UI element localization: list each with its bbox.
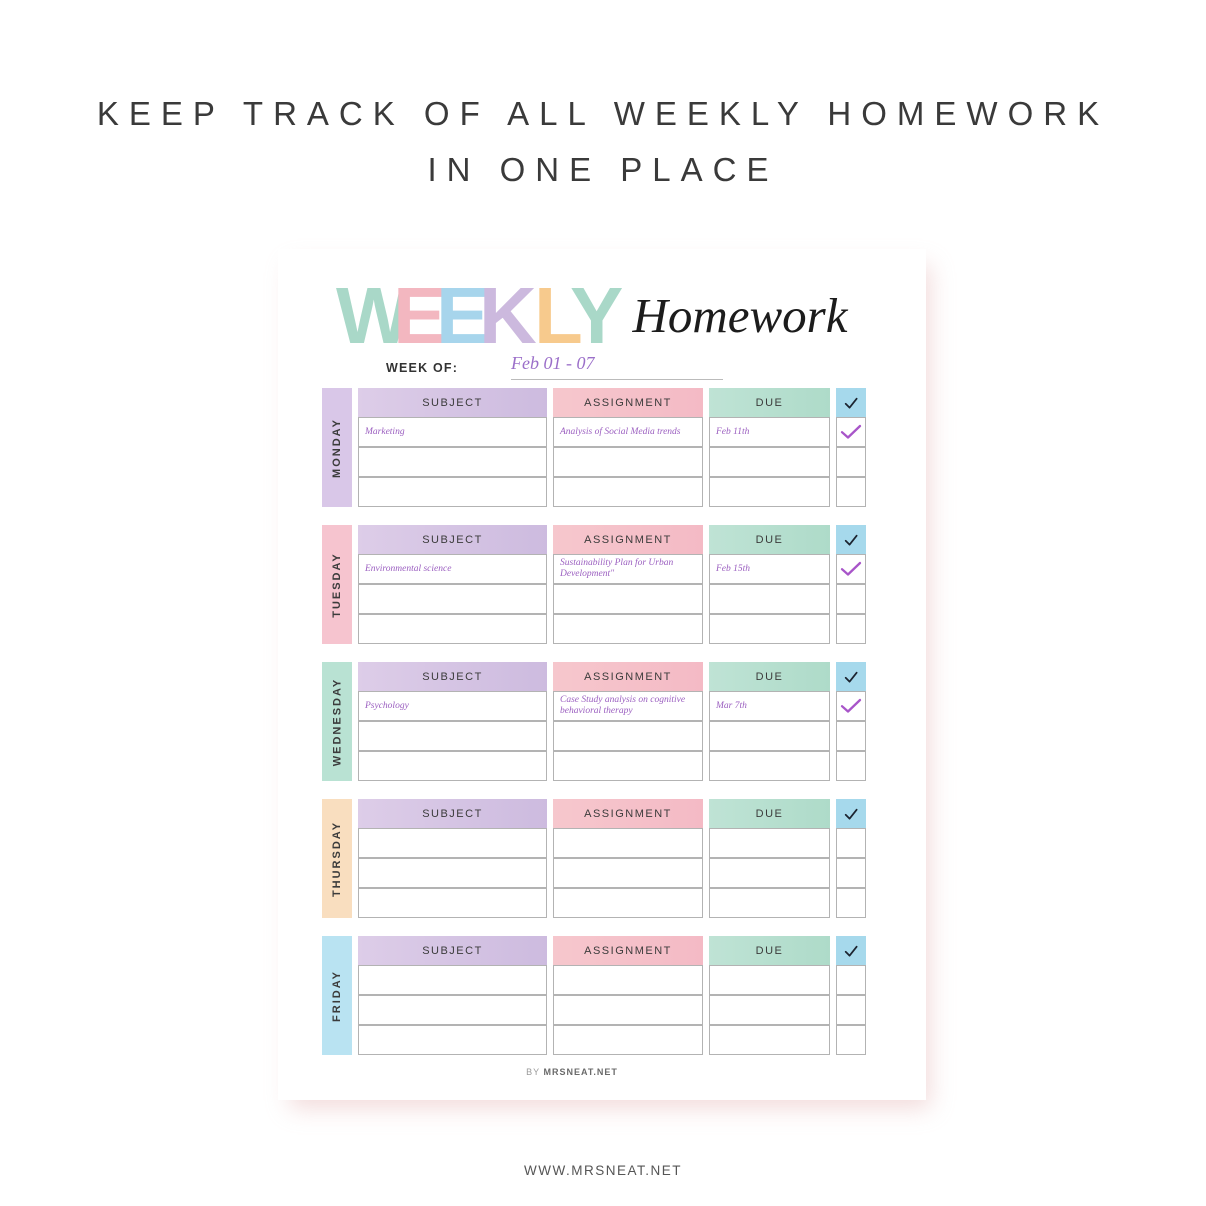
svg-text:Y: Y (570, 278, 623, 353)
svg-text:K: K (479, 278, 537, 353)
